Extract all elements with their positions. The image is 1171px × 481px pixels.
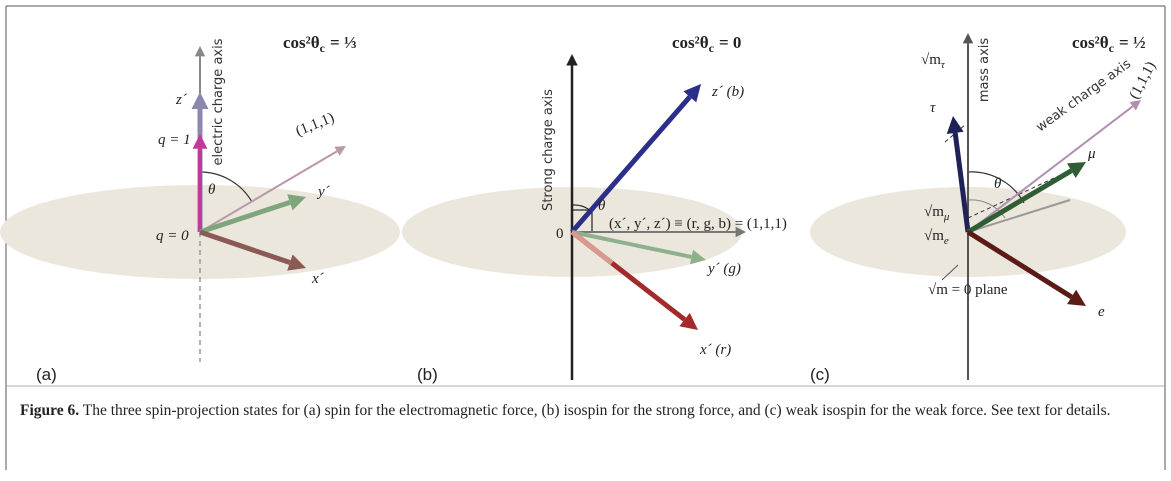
vector-head (683, 84, 701, 103)
vector-shaft (570, 230, 614, 265)
vector-shaft (966, 168, 1073, 235)
vector-shaft (199, 199, 291, 235)
vector-shaft (199, 150, 338, 233)
frame (5, 5, 1166, 470)
axis-label: weak charge axis (1034, 56, 1135, 135)
angle-arc (199, 171, 253, 203)
vector-label: x´ (311, 271, 325, 287)
plane-label: √m = 0 plane (928, 282, 1008, 298)
vector-label: q = 0 (156, 228, 189, 244)
caption: Figure 6. The three spin-projection stat… (20, 400, 1150, 422)
vector-head (287, 254, 306, 271)
caption-text: The three spin-projection states for (a)… (82, 402, 1111, 419)
vector-label: z´ (175, 92, 188, 108)
vector-shaft (967, 105, 1134, 233)
axis-label: mass axis (977, 38, 992, 103)
mass-label: √mμ (924, 204, 950, 223)
panel-label: (b) (417, 365, 438, 384)
vector-head (1067, 289, 1086, 306)
angle-arc (967, 199, 1006, 219)
origin-label: 0 (556, 226, 564, 242)
vector-head (962, 33, 974, 44)
vector-head (689, 249, 706, 265)
vector-head (194, 46, 206, 57)
vector-label: e (1098, 304, 1105, 320)
panel-title: cos²θc = 0 (672, 33, 741, 55)
vector-head (1129, 100, 1141, 111)
dashed-projection (944, 123, 967, 143)
vector-shaft (966, 229, 1073, 300)
vector-shaft (571, 230, 692, 259)
leader-line (941, 264, 959, 281)
vector-label: q = 1 (158, 132, 191, 148)
vector-head (334, 146, 346, 156)
vector-label: y´ (316, 184, 331, 200)
panel-title: cos²θc = ⅓ (283, 33, 357, 55)
mass-label: √mτ (921, 52, 946, 71)
panel-title: cos²θc = ½ (1072, 33, 1146, 55)
vector-label: y´ (g) (706, 261, 741, 277)
vector-head (192, 134, 208, 149)
vectors (191, 33, 1141, 380)
panel-label: (a) (36, 365, 57, 384)
angle-label: θ (208, 182, 216, 198)
vector-head (191, 92, 209, 109)
axis-label: Strong charge axis (541, 89, 556, 211)
vector-label: z´ (b) (711, 84, 744, 100)
vector-label: (1,1,1) (294, 110, 337, 140)
angle-label: θ (598, 198, 606, 214)
angle-label: θ (994, 176, 1002, 192)
axis-label: electric charge axis (211, 38, 226, 165)
vector-shaft (199, 229, 291, 265)
vector-head (946, 116, 964, 134)
projection-line (967, 199, 1071, 233)
vector-label: x´ (r) (699, 342, 731, 358)
vector-head (287, 194, 306, 211)
vector-head (679, 312, 698, 330)
mass-label: √me (924, 228, 949, 247)
vector-head (735, 226, 746, 238)
caption-label: Figure 6. (20, 402, 80, 419)
vector-head (1067, 162, 1086, 178)
panel-label: (c) (810, 365, 830, 384)
vector-shaft (952, 132, 971, 233)
vector-shaft (570, 95, 692, 234)
vector-label: τ (930, 100, 936, 116)
vector-label: (x´, y´, z´) ≡ (r, g, b) = (1,1,1) (609, 216, 787, 232)
vector-label: μ (1087, 146, 1096, 162)
angle-arc (967, 171, 1025, 204)
vector-head (566, 54, 578, 66)
